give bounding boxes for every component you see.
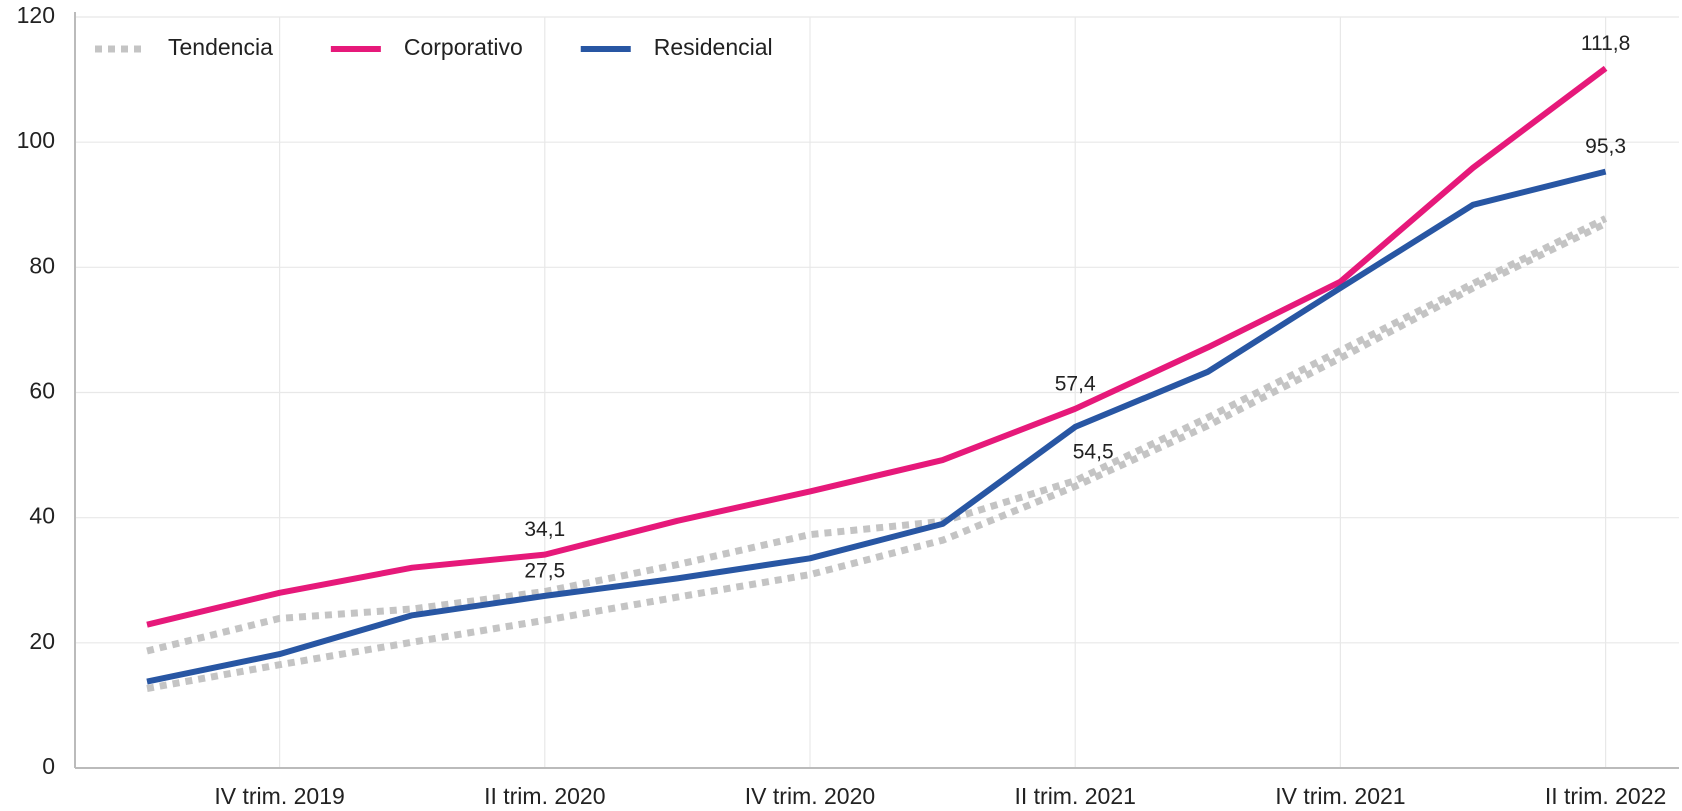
- x-tick-label: II trim. 2020: [484, 783, 605, 809]
- data-label: 34,1: [524, 518, 565, 541]
- y-tick-label: 0: [42, 753, 55, 779]
- y-tick-label: 20: [29, 628, 55, 654]
- series-line: [146, 168, 1607, 685]
- x-tick-label: IV trim. 2020: [745, 783, 875, 809]
- trend-line: [146, 220, 1608, 692]
- x-tick-label: II trim. 2021: [1014, 783, 1135, 809]
- legend-label: Residencial: [654, 34, 773, 60]
- y-tick-label: 60: [29, 378, 55, 404]
- data-label: 27,5: [524, 559, 565, 582]
- y-tick-label: 100: [17, 127, 55, 153]
- legend-label: Tendencia: [168, 34, 273, 60]
- y-tick-label: 80: [29, 252, 55, 278]
- legend-label: Corporativo: [404, 34, 523, 60]
- data-label: 54,5: [1073, 440, 1114, 463]
- series-line: [146, 65, 1608, 628]
- data-label: 57,4: [1055, 372, 1096, 395]
- data-label: 111,8: [1581, 32, 1630, 55]
- data-label: 95,3: [1585, 135, 1626, 158]
- x-tick-label: IV trim. 2021: [1275, 783, 1405, 809]
- trend-line: [146, 215, 1608, 655]
- y-tick-label: 120: [17, 2, 55, 28]
- y-tick-label: 40: [29, 503, 55, 529]
- x-tick-label: IV trim. 2019: [214, 783, 344, 809]
- x-tick-label: II trim. 2022: [1545, 783, 1666, 809]
